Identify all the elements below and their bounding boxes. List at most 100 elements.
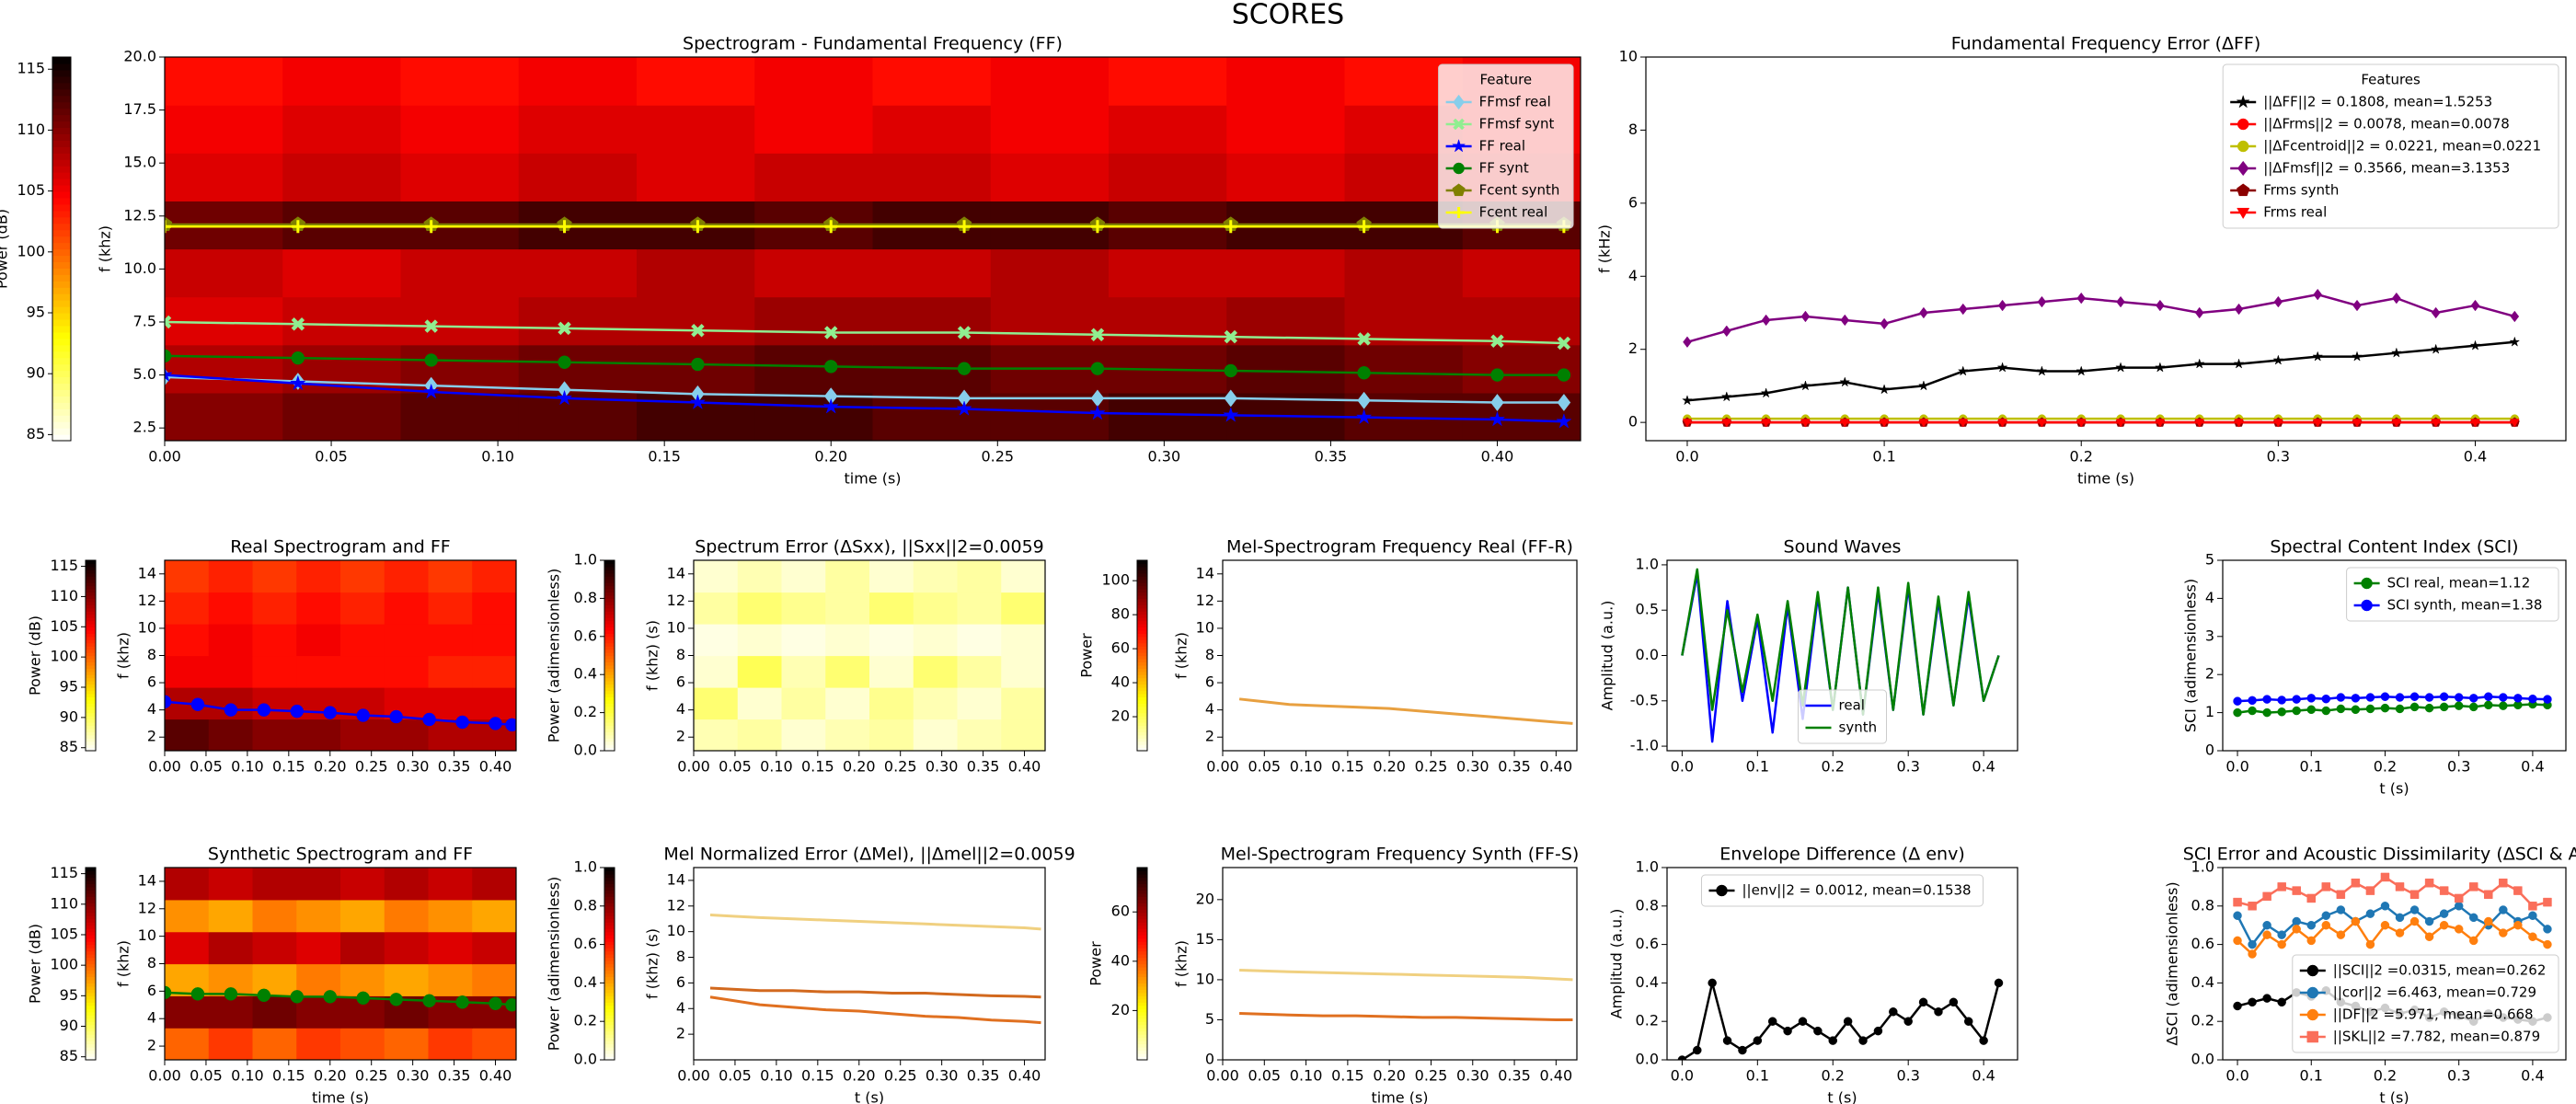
marker — [1224, 329, 1238, 344]
heatmap-cell — [694, 719, 739, 751]
marker — [2306, 705, 2317, 715]
series-line — [1239, 1011, 1573, 1021]
marker — [1839, 419, 1850, 428]
x-tick-label: 0.3 — [1896, 758, 1919, 776]
colorbar-step — [604, 957, 615, 961]
heatmap-cell — [1226, 248, 1346, 298]
colorbar-step — [1137, 629, 1147, 634]
colorbar-step — [604, 728, 615, 732]
marker — [2543, 939, 2552, 949]
axes-frame — [2222, 867, 2567, 1061]
x-tick-label: 0.05 — [190, 1067, 223, 1085]
colorbar-step — [86, 627, 96, 631]
marker — [2361, 599, 2373, 612]
y-tick-label: 8 — [676, 646, 685, 663]
marker — [455, 995, 469, 1009]
series-line — [2237, 695, 2547, 703]
marker — [2321, 911, 2331, 920]
colorbar-step — [52, 428, 71, 435]
marker — [1760, 387, 1772, 398]
colorbar-tick-label: 105 — [17, 181, 45, 199]
y-axis-label: f (khz) (s) — [644, 620, 661, 691]
colorbar-step — [86, 1008, 96, 1013]
marker — [165, 220, 171, 234]
colorbar-step — [604, 1011, 615, 1016]
marker — [558, 355, 571, 370]
colorbar-step — [86, 1030, 96, 1035]
marker — [1879, 384, 1891, 395]
heatmap-cell — [1226, 57, 1346, 106]
subplot: 0.00 0.05 0.10 0.15 0.20 0.25 0.30 0.35 0.40 2 4 6 8… — [27, 537, 517, 776]
marker — [1919, 306, 1928, 319]
heatmap-cell — [1001, 592, 1045, 625]
colorbar-step — [604, 716, 615, 720]
heatmap-cell — [1109, 296, 1227, 346]
marker — [1677, 1055, 1687, 1060]
y-tick-label: 7.5 — [133, 312, 156, 329]
y-tick-label: 0.0 — [1636, 1051, 1659, 1068]
y-axis-label: SCI (adimensionless) — [2182, 579, 2200, 732]
marker — [1963, 1017, 1973, 1026]
colorbar-step — [86, 935, 96, 939]
legend: ||env||2 = 0.0012, mean=0.1538 — [1701, 874, 1984, 907]
y-tick-label: 1.0 — [1636, 555, 1659, 572]
y-tick-label: 12 — [1196, 592, 1214, 609]
colorbar-step — [86, 617, 96, 622]
marker — [2351, 916, 2361, 926]
heatmap-cell — [296, 963, 341, 996]
colorbar-step — [604, 633, 615, 638]
colorbar-tick-label: 0.8 — [574, 896, 597, 914]
y-tick-label: 6 — [1628, 193, 1638, 211]
colorbar-step — [1137, 918, 1147, 923]
colorbar-step — [1137, 989, 1147, 994]
colorbar-step — [86, 721, 96, 726]
subplot: 0.00 0.05 0.10 0.15 0.20 0.25 0.30 0.35 0.40 2 4 6 8… — [546, 845, 1075, 1104]
colorbar-step — [604, 674, 615, 679]
marker — [2306, 1030, 2319, 1043]
axes-frame — [693, 867, 1046, 1061]
colorbar-step — [52, 166, 71, 173]
heatmap-cell — [1226, 153, 1346, 201]
heatmap-cell — [340, 592, 385, 625]
y-tick-label: 2 — [147, 1037, 156, 1054]
plot-content — [2233, 692, 2552, 718]
colorbar-step — [1137, 699, 1147, 704]
axes-frame — [2222, 559, 2567, 752]
y-tick-label: 15.0 — [123, 154, 156, 171]
colorbar-step — [604, 937, 615, 942]
marker — [1451, 138, 1466, 153]
x-tick-label: 0.35 — [1498, 1067, 1531, 1085]
subplot: 0.00 0.05 0.10 0.15 0.20 0.25 0.30 0.35 0.40 2.5 5… — [0, 34, 1581, 488]
marker — [1957, 365, 1969, 376]
colorbar-step — [604, 1015, 615, 1019]
colorbar-step — [86, 693, 96, 697]
heatmap-cell — [518, 296, 638, 346]
heatmap-cell — [694, 687, 739, 720]
marker — [1716, 884, 1728, 897]
colorbar-step — [86, 690, 96, 695]
heatmap-cell — [913, 719, 959, 751]
y-tick-label: 14 — [1196, 564, 1214, 581]
heatmap-cell — [737, 719, 783, 751]
marker — [356, 708, 370, 722]
colorbar-label: Power — [1087, 941, 1105, 986]
marker — [2233, 1001, 2242, 1011]
colorbar-step — [1137, 627, 1147, 631]
marker — [2424, 878, 2434, 888]
heatmap-cell — [1001, 624, 1045, 657]
colorbar-label: Power (adimensionless) — [546, 569, 563, 743]
x-tick-label: 0.20 — [314, 758, 347, 776]
x-tick-label: 0.00 — [1206, 758, 1239, 776]
colorbar-step — [1137, 909, 1147, 914]
series-line — [709, 995, 1041, 1025]
colorbar-step — [604, 918, 615, 923]
colorbar-step — [52, 408, 71, 416]
colorbar-frame — [1136, 867, 1148, 1061]
colorbar-step — [86, 966, 96, 972]
colorbar-step — [52, 389, 71, 397]
heatmap-cell — [428, 931, 473, 965]
marker — [165, 349, 172, 363]
marker — [2454, 925, 2464, 934]
marker — [2292, 695, 2301, 704]
heatmap-cell — [825, 560, 870, 593]
